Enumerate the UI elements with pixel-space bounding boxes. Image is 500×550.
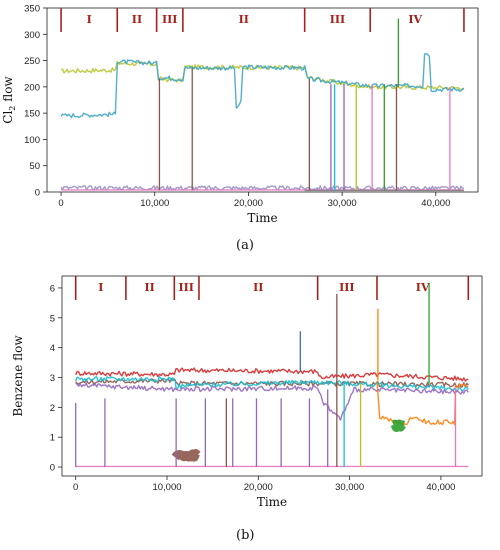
y-tick-label: 6 (50, 283, 55, 294)
x-tick-label: 30,000 (335, 482, 364, 493)
x-tick-label: 0 (73, 482, 78, 493)
x-axis-label: Time (247, 211, 277, 225)
x-tick-label: 40,000 (426, 482, 455, 493)
plot-frame (61, 275, 483, 477)
plot-frame (46, 7, 479, 193)
series-line (390, 419, 407, 432)
series-line (75, 377, 469, 388)
y-tick-label: 0 (50, 463, 55, 474)
y-tick-label: 300 (24, 30, 40, 41)
y-axis-label: Benzene flow (11, 335, 25, 417)
phase-label: III (330, 13, 345, 26)
phase-label: I (87, 13, 92, 26)
series-line (75, 367, 469, 382)
phase-label: III (162, 13, 177, 26)
series-line (75, 382, 469, 421)
x-tick-label: 30,000 (328, 198, 357, 209)
x-tick-label: 20,000 (244, 482, 273, 493)
y-tick-label: 5 (50, 313, 55, 324)
y-tick-label: 250 (24, 56, 40, 67)
y-tick-label: 350 (24, 4, 40, 15)
x-tick-label: 0 (58, 198, 63, 209)
phase-label: II (253, 281, 263, 294)
x-tick-label: 10,000 (140, 198, 169, 209)
chart-b: I II III II III IV0 10,000 20,000 30,000 40,00001… (11, 275, 483, 509)
phase-label: II (132, 13, 142, 26)
y-tick-label: 100 (24, 135, 40, 146)
phase-label: III (178, 281, 193, 294)
phase-label: IV (416, 281, 430, 294)
x-tick-label: 10,000 (152, 482, 181, 493)
y-tick-label: 50 (29, 161, 40, 172)
phase-label: I (98, 281, 103, 294)
phase-label: II (145, 281, 155, 294)
y-tick-label: 150 (24, 109, 40, 120)
phase-label: IV (408, 13, 422, 26)
x-tick-label: 40,000 (421, 198, 450, 209)
series-line (171, 449, 201, 462)
x-tick-label: 20,000 (234, 198, 263, 209)
caption-a: (a) (236, 238, 254, 253)
y-axis-label: Cl2 flow (1, 76, 17, 124)
caption-b: (b) (236, 528, 255, 543)
y-tick-label: 0 (35, 188, 40, 199)
phase-label: III (339, 281, 354, 294)
x-axis-label: Time (257, 495, 287, 509)
chart-a: I II III II III IV0 10,000 20,000 30,000 40,00005… (1, 4, 479, 225)
y-tick-label: 1 (50, 433, 55, 444)
series-line (75, 376, 469, 392)
y-tick-label: 200 (24, 82, 40, 93)
y-tick-label: 3 (50, 373, 55, 384)
phase-label: II (239, 13, 249, 26)
y-tick-label: 4 (50, 343, 55, 354)
y-tick-label: 2 (50, 403, 55, 414)
